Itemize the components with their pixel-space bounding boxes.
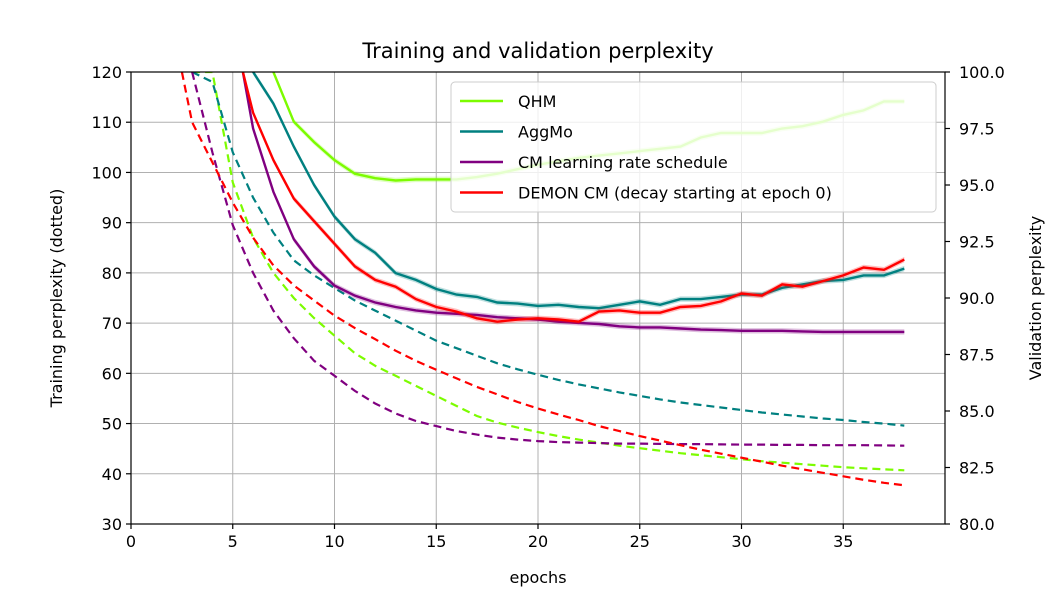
legend-box [450,81,937,213]
x-tick-label: 15 [426,532,446,551]
y-axis-label-left: Training perplexity (dotted) [47,189,66,409]
y-axis-label-right: Validation perplexity [1026,216,1045,381]
legend: QHM AggMo CM learning rate schedule DEMON C… [450,81,937,213]
y-left-tick-label: 100 [91,163,122,182]
x-tick-label: 35 [833,532,853,551]
y-right-tick-label: 97.5 [959,120,995,139]
legend-label-aggmo: AggMo [518,123,573,142]
y-right-tick-label: 100.0 [959,63,1005,82]
training-line-aggmo [191,72,905,427]
y-right-tick-label: 82.5 [959,459,995,478]
y-left-tick-label: 50 [102,415,122,434]
y-left-tick-label: 80 [102,264,122,283]
y-right-tick-label: 90.0 [959,289,995,308]
x-tick-label: 20 [528,532,548,551]
y-left-tick-label: 70 [102,314,122,333]
y-right-tick-label: 92.5 [959,233,995,252]
legend-label-demon-cm-decay-starting-at-epoch-0: DEMON CM (decay starting at epoch 0) [518,184,832,203]
legend-label-qhm: QHM [518,92,556,111]
x-tick-label: 0 [126,532,136,551]
y-right-tick-label: 95.0 [959,176,995,195]
x-tick-label: 25 [630,532,650,551]
y-right-tick-label: 85.0 [959,402,995,421]
training-line-qhm [192,72,905,472]
legend-label-cm-learning-rate-schedule: CM learning rate schedule [518,153,728,172]
validation-line-cm-learning-rate-schedule [241,72,905,334]
chart-title: Training and validation perplexity [361,39,713,63]
x-tick-label: 5 [228,532,238,551]
training-line-cm-learning-rate-schedule [191,72,905,447]
training-line-demon-cm-decay-starting-at-epoch-0 [180,72,905,487]
y-left-tick-label: 110 [91,113,122,132]
x-tick-label: 10 [324,532,344,551]
y-right-tick-label: 87.5 [959,346,995,365]
y-left-tick-label: 40 [102,465,122,484]
validation-line-demon-cm-decay-starting-at-epoch-0 [241,72,905,323]
y-left-tick-label: 60 [102,364,122,383]
y-left-tick-label: 120 [91,63,122,82]
y-left-tick-label: 30 [102,515,122,534]
y-left-tick-label: 90 [102,214,122,233]
x-axis-label: epochs [509,568,566,587]
y-right-tick-label: 80.0 [959,515,995,534]
x-tick-label: 30 [731,532,751,551]
ticks: 0 5 10 15 20 25 30 35 30 40 50 60 70 80 90 100 110 120 80.… [91,63,1004,551]
